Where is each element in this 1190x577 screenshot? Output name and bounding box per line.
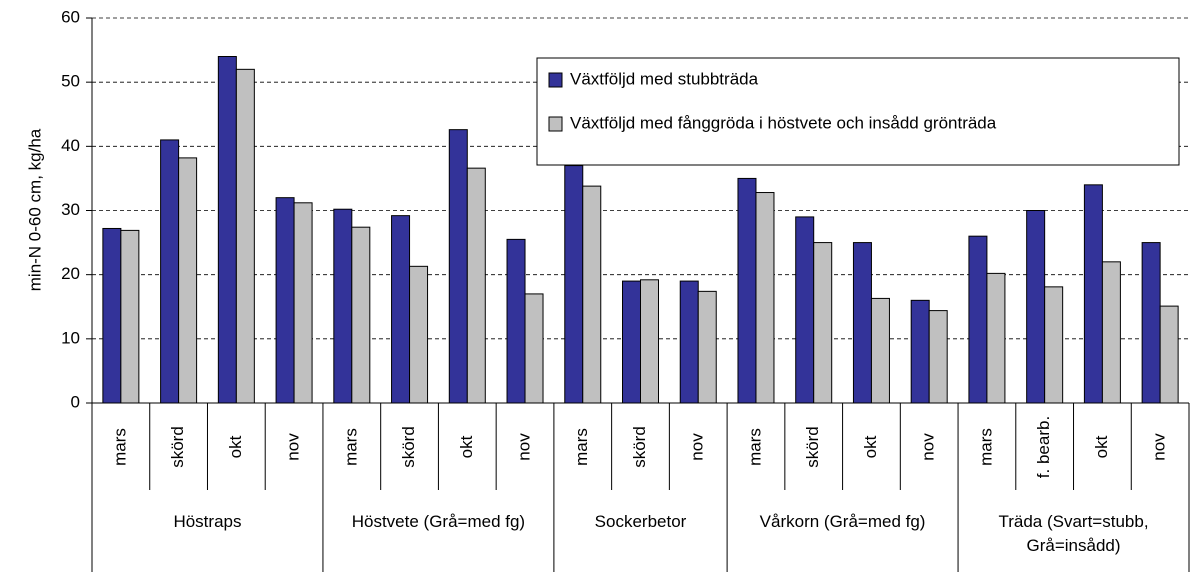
bar — [1141, 242, 1161, 404]
bar — [795, 216, 815, 404]
group-box: Träda (Svart=stubb, Grå=insådd) — [998, 512, 1149, 555]
x-tick-label: skörd — [399, 426, 418, 468]
group-box: Vårkorn (Grå=med fg) — [759, 512, 926, 531]
bar — [409, 265, 429, 404]
bar — [737, 177, 757, 404]
x-tick-label: nov — [284, 433, 303, 461]
x-tick-label: skörd — [803, 426, 822, 468]
y-axis-label: min-N 0-60 cm, kg/ha — [25, 128, 44, 291]
x-tick-label: mars — [110, 428, 129, 466]
bar — [968, 235, 988, 404]
bar — [1026, 210, 1046, 404]
bar — [102, 227, 122, 404]
bar — [120, 229, 140, 404]
x-tick-label: nov — [688, 433, 707, 461]
legend-swatch — [548, 72, 563, 88]
x-tick-label: nov — [1150, 433, 1169, 461]
bar — [1101, 261, 1121, 404]
legend-box — [536, 57, 1180, 166]
x-tick-label: skörd — [168, 426, 187, 468]
legend-label: Växtföljd med stubbträda — [570, 69, 759, 88]
bar — [640, 279, 659, 404]
bar — [582, 185, 602, 404]
x-tick-label: nov — [919, 433, 938, 461]
y-tick-label: 40 — [61, 136, 80, 155]
group-label: Träda (Svart=stubb, Grå=insådd) — [998, 512, 1149, 555]
bar — [928, 310, 948, 404]
bar — [524, 293, 544, 404]
x-tick-label: mars — [572, 428, 591, 466]
bar — [755, 192, 775, 404]
group-label: Höstvete (Grå=med fg) — [351, 512, 526, 531]
legend-swatch — [548, 116, 563, 132]
x-tick-label: nov — [515, 433, 534, 461]
bar — [466, 167, 486, 404]
bar — [1083, 184, 1103, 404]
group-box: Höstraps — [173, 512, 242, 531]
bar — [275, 197, 295, 404]
group-label: Vårkorn (Grå=med fg) — [759, 512, 926, 531]
bar — [293, 202, 313, 404]
bar — [351, 226, 371, 404]
bar — [506, 238, 526, 404]
x-tick-label: mars — [341, 428, 360, 466]
bar — [178, 157, 198, 404]
group-label: Sockerbetor — [594, 512, 687, 531]
y-tick-label: 50 — [61, 72, 80, 91]
bar — [910, 299, 930, 404]
group-box: Höstvete (Grå=med fg) — [351, 512, 526, 531]
y-tick-label: 30 — [61, 200, 80, 219]
x-tick-label: okt — [457, 435, 476, 458]
bar — [564, 165, 584, 404]
y-tick-label: 0 — [71, 392, 80, 411]
x-tick-label: okt — [861, 435, 880, 458]
bar — [391, 215, 411, 404]
bar — [622, 280, 641, 404]
x-tick-label: okt — [1092, 435, 1111, 458]
x-tick-label: okt — [226, 435, 245, 458]
bar — [679, 280, 699, 404]
bar — [235, 68, 255, 404]
bar — [448, 129, 468, 404]
group-label: Höstraps — [173, 512, 242, 531]
y-tick-label: 20 — [61, 264, 80, 283]
x-tick-label: f. bearb. — [1034, 416, 1053, 478]
bar — [870, 297, 890, 404]
y-tick-label: 10 — [61, 328, 80, 347]
x-tick-label: skörd — [630, 426, 649, 468]
bar — [986, 272, 1006, 404]
x-tick-label: mars — [745, 428, 764, 466]
bar — [1044, 286, 1064, 404]
bar — [697, 290, 717, 404]
bar — [217, 56, 237, 404]
legend-label: Växtföljd med fånggröda i höstvete och i… — [570, 113, 997, 132]
y-tick-label: 60 — [61, 7, 80, 26]
x-tick-label: mars — [976, 428, 995, 466]
bar — [160, 139, 180, 404]
bar — [813, 242, 833, 404]
bar — [333, 208, 353, 404]
bar — [1159, 305, 1179, 404]
group-box: Sockerbetor — [594, 512, 687, 531]
bar — [852, 242, 872, 404]
